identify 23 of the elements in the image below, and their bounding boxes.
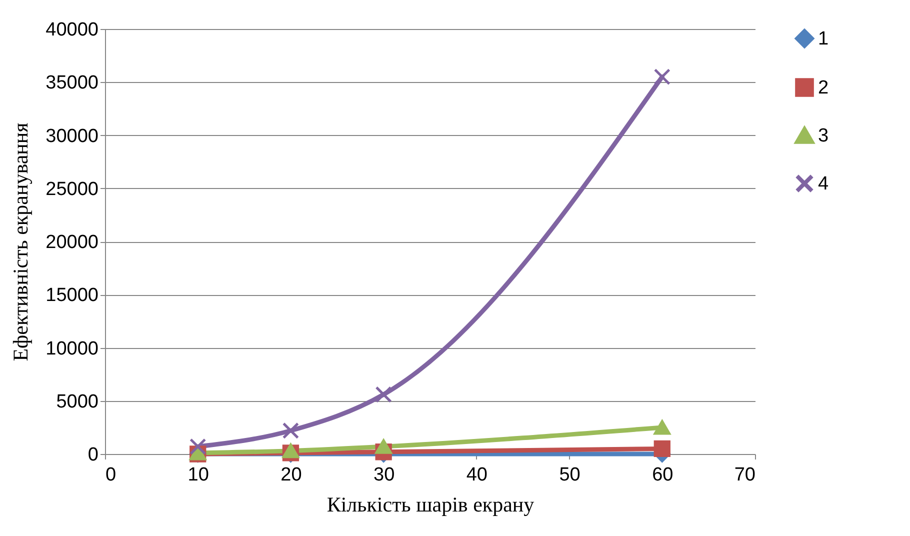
- legend-label: 2: [818, 78, 829, 98]
- y-tick-label: 30000: [46, 126, 98, 147]
- x-tick-label: 70: [734, 464, 756, 486]
- x-axis-title: Кількість шарів екрану: [326, 492, 535, 516]
- x-tick-label: 0: [106, 464, 116, 486]
- y-tick-label: 35000: [46, 72, 98, 94]
- legend-label: 1: [818, 28, 829, 50]
- x-tick-label: 60: [652, 464, 674, 486]
- x-tick-label: 50: [559, 464, 580, 486]
- y-tick-label: 5000: [56, 391, 98, 412]
- legend-label: 3: [818, 126, 829, 146]
- y-tick-label: 20000: [46, 232, 98, 253]
- x-tick-label: 20: [280, 464, 302, 486]
- legend-label: 4: [818, 174, 829, 194]
- y-tick-label: 15000: [46, 285, 98, 306]
- y-axis-title: Ефективність екранування: [8, 122, 33, 362]
- y-tick-label: 40000: [46, 20, 98, 40]
- y-tick-label: 0: [88, 444, 98, 466]
- x-tick-label: 10: [188, 464, 209, 486]
- y-tick-label: 10000: [46, 338, 98, 360]
- x-tick-label: 30: [374, 464, 395, 486]
- y-tick-label: 25000: [46, 178, 98, 200]
- x-tick-label: 40: [466, 464, 488, 486]
